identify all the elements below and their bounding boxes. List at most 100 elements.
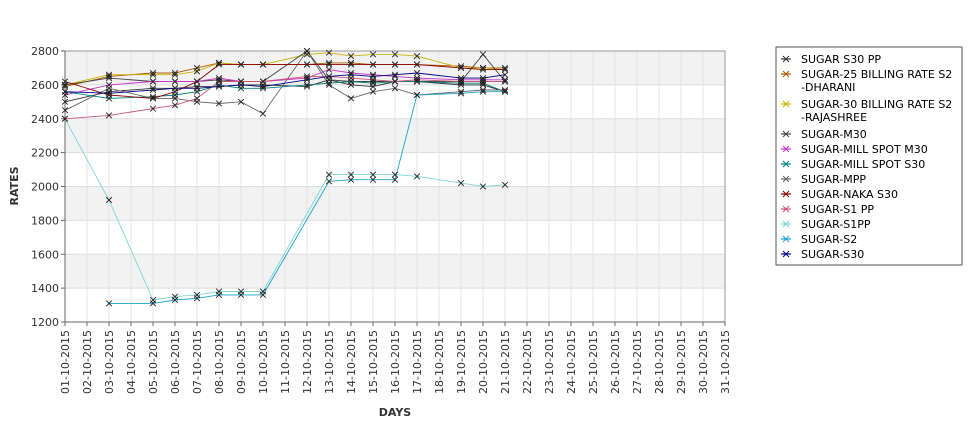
data-point: [413, 91, 421, 99]
data-point: [215, 78, 223, 85]
data-point: [259, 83, 267, 90]
data-point: [215, 83, 223, 90]
data-point: [501, 71, 509, 78]
legend-label: SUGAR-NAKA S30: [801, 188, 898, 201]
y-axis: 1200 1400 1600 1800 2000 2200 2400 2600 2800: [31, 45, 66, 329]
data-point: [325, 66, 333, 73]
data-point: [391, 61, 399, 68]
data-point: [303, 76, 311, 83]
legend-label: SUGAR S30 PP: [801, 53, 881, 66]
data-point: [501, 78, 509, 85]
data-point: [347, 52, 355, 60]
data-point: [479, 74, 487, 82]
data-point: [369, 171, 377, 178]
data-point: [105, 196, 113, 204]
x-tick-label: 10-10-2015: [257, 330, 270, 394]
data-point: [501, 181, 509, 188]
y-tick-label: 2200: [31, 147, 59, 160]
legend-marker-icon: [782, 100, 790, 108]
x-tick-label: 21-10-2015: [499, 330, 512, 394]
data-point: [501, 86, 509, 94]
data-point: [369, 61, 377, 68]
data-point: [61, 83, 69, 90]
data-point: [391, 171, 399, 178]
data-point: [61, 107, 69, 114]
data-point: [215, 291, 223, 299]
data-point: [369, 176, 377, 183]
legend-marker-icon: [782, 235, 790, 243]
legend-item: SUGAR-MPP: [781, 173, 866, 186]
data-point: [193, 78, 201, 85]
data-point: [347, 69, 355, 77]
data-point: [237, 291, 245, 299]
data-point: [501, 88, 509, 95]
data-point: [501, 76, 509, 83]
x-axis: 01-10-2015 02-10-2015 03-10-2015 04-10-2015…: [59, 321, 732, 394]
legend-label: SUGAR-S1PP: [801, 218, 871, 231]
data-point: [479, 51, 487, 58]
legend: SUGAR S30 PP SUGAR-25 BILLING RATE S2-DHA…: [775, 46, 963, 266]
legend-item: SUGAR-MILL SPOT M30: [781, 143, 928, 156]
x-tick-label: 01-10-2015: [59, 330, 72, 394]
data-point: [105, 73, 113, 80]
x-tick-label: 11-10-2015: [279, 330, 292, 394]
data-point: [413, 173, 421, 180]
data-point: [391, 51, 399, 58]
x-tick-label: 31-10-2015: [719, 330, 732, 394]
data-point: [413, 78, 421, 85]
data-point: [325, 73, 333, 80]
data-point: [457, 64, 465, 72]
data-point: [347, 95, 355, 102]
x-tick-label: 22-10-2015: [521, 330, 534, 394]
x-tick-label: 29-10-2015: [675, 330, 688, 394]
x-tick-label: 24-10-2015: [565, 330, 578, 394]
x-tick-label: 28-10-2015: [653, 330, 666, 394]
data-point: [149, 300, 157, 307]
data-point: [325, 178, 333, 185]
data-point: [369, 88, 377, 95]
data-point: [457, 179, 465, 187]
data-point: [105, 90, 113, 97]
legend-label: SUGAR-MILL SPOT M30: [801, 143, 928, 156]
data-point: [215, 61, 223, 68]
legend-item: SUGAR-30 BILLING RATE S2-RAJASHREE: [781, 98, 952, 124]
series-line: [64, 118, 506, 301]
data-point: [457, 80, 465, 87]
x-tick-label: 25-10-2015: [587, 330, 600, 394]
data-point: [215, 76, 223, 83]
data-point: [347, 59, 355, 66]
x-tick-label: 15-10-2015: [367, 330, 380, 394]
y-tick-label: 1200: [31, 316, 59, 329]
data-point: [259, 85, 267, 92]
legend-item: SUGAR-25 BILLING RATE S2-DHARANI: [781, 68, 952, 94]
legend-marker-icon: [782, 70, 790, 78]
x-tick-label: 03-10-2015: [103, 330, 116, 394]
data-point: [149, 85, 157, 92]
data-point: [61, 98, 69, 105]
data-point: [457, 63, 465, 70]
data-point: [61, 115, 69, 122]
legend-marker-icon: [782, 55, 790, 63]
data-point: [479, 88, 487, 95]
data-point: [479, 183, 487, 190]
data-point: [171, 95, 179, 102]
data-point: [237, 81, 245, 88]
data-point: [303, 61, 311, 68]
y-tick-label: 1400: [31, 282, 59, 295]
data-point: [193, 95, 201, 102]
data-point: [171, 85, 179, 92]
data-point: [413, 52, 421, 60]
x-tick-label: 06-10-2015: [169, 330, 182, 394]
data-point: [457, 90, 465, 97]
data-point: [369, 51, 377, 58]
legend-item: SUGAR-MILL SPOT S30: [781, 158, 925, 171]
x-tick-label: 08-10-2015: [213, 330, 226, 394]
x-tick-label: 13-10-2015: [323, 330, 336, 394]
data-point: [105, 91, 113, 99]
data-point: [325, 80, 333, 87]
data-point: [479, 66, 487, 73]
data-point: [501, 64, 509, 72]
data-point: [413, 61, 421, 68]
data-point: [171, 71, 179, 78]
